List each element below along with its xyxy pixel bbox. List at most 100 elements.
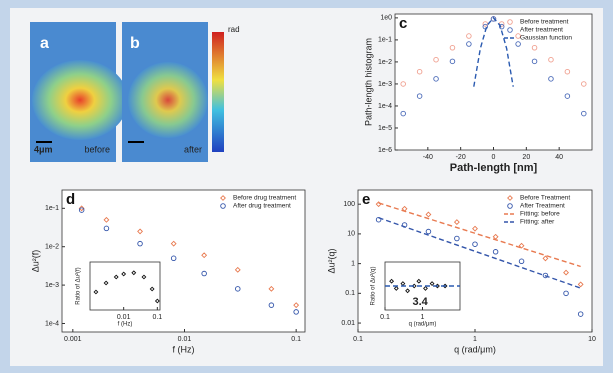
marker bbox=[449, 44, 456, 51]
marker bbox=[389, 278, 395, 284]
cell-b bbox=[128, 62, 208, 138]
marker bbox=[577, 311, 584, 317]
marker bbox=[400, 81, 406, 87]
marker bbox=[149, 286, 155, 292]
legend-label: After Treatment bbox=[520, 203, 565, 210]
legend-symbol bbox=[507, 19, 513, 25]
panel-label: d bbox=[66, 191, 75, 208]
marker bbox=[103, 225, 110, 232]
y-tick-label: 1e-4 bbox=[45, 320, 59, 327]
x-axis-label: Path-length [nm] bbox=[450, 162, 538, 174]
y-axis-label: Ratio of Δu²(f) bbox=[76, 267, 82, 304]
marker bbox=[466, 41, 472, 47]
marker bbox=[425, 211, 432, 218]
marker bbox=[131, 270, 137, 276]
marker bbox=[429, 281, 435, 287]
legend-label: Before Treatment bbox=[520, 195, 570, 202]
marker bbox=[563, 269, 569, 276]
marker bbox=[201, 270, 207, 277]
legend-symbol bbox=[507, 195, 513, 201]
y-tick-label: 1e-3 bbox=[378, 81, 392, 88]
marker bbox=[293, 302, 300, 309]
x-tick-label: 0.1 bbox=[380, 314, 390, 321]
marker bbox=[548, 76, 554, 82]
marker bbox=[490, 16, 497, 22]
panel-label: c bbox=[399, 15, 407, 32]
marker bbox=[492, 249, 499, 255]
y-tick-label: 1e-2 bbox=[45, 244, 59, 251]
legend-label: Gaussian function bbox=[520, 35, 572, 42]
line bbox=[378, 202, 581, 268]
marker bbox=[78, 207, 85, 213]
marker bbox=[170, 255, 177, 262]
marker bbox=[103, 216, 110, 223]
marker bbox=[423, 285, 428, 291]
legend-symbol bbox=[220, 195, 226, 201]
panel-label: b bbox=[130, 35, 140, 52]
marker bbox=[577, 281, 584, 288]
marker bbox=[498, 23, 505, 30]
legend-symbol bbox=[507, 203, 513, 209]
marker bbox=[113, 274, 119, 280]
x-tick-label: 0.1 bbox=[152, 314, 162, 321]
marker bbox=[375, 216, 382, 223]
cell-a bbox=[32, 60, 128, 140]
annotation: 3.4 bbox=[413, 296, 429, 308]
marker bbox=[103, 280, 109, 286]
marker bbox=[564, 93, 571, 99]
marker bbox=[393, 285, 399, 291]
legend-symbol bbox=[507, 27, 513, 33]
plot-area bbox=[61, 189, 306, 333]
marker bbox=[293, 309, 299, 315]
marker bbox=[234, 266, 241, 273]
marker bbox=[581, 110, 587, 117]
marker bbox=[563, 290, 569, 297]
x-tick-label: -40 bbox=[423, 154, 433, 161]
y-tick-label: 10 bbox=[347, 231, 355, 238]
marker bbox=[405, 288, 411, 294]
y-tick-label: 1e-5 bbox=[378, 125, 392, 132]
legend-label: Before drug treatment bbox=[233, 195, 296, 202]
marker bbox=[564, 68, 571, 75]
x-tick-label: 0.1 bbox=[353, 336, 363, 343]
y-axis-label: Path-length histogram bbox=[363, 38, 373, 126]
marker bbox=[472, 241, 478, 247]
marker bbox=[137, 228, 143, 235]
marker bbox=[425, 228, 432, 235]
x-tick-label: 1 bbox=[421, 314, 425, 321]
marker bbox=[542, 255, 549, 262]
colorbar-title: rad bbox=[228, 25, 240, 34]
marker bbox=[518, 258, 525, 265]
marker bbox=[201, 252, 208, 259]
marker bbox=[548, 56, 554, 63]
x-axis-label: q (rad/μm) bbox=[454, 344, 496, 354]
marker bbox=[154, 298, 160, 304]
x-tick-label: 0 bbox=[492, 154, 496, 161]
y-axis-label: Δu²(f) bbox=[30, 250, 40, 273]
marker bbox=[235, 286, 241, 292]
legend-label: Before treatment bbox=[520, 19, 569, 26]
y-tick-label: 1e-3 bbox=[45, 282, 59, 289]
caption: after bbox=[184, 144, 202, 154]
marker bbox=[416, 93, 423, 99]
x-tick-label: 0.001 bbox=[64, 336, 82, 343]
x-tick-label: 20 bbox=[522, 154, 530, 161]
marker bbox=[121, 271, 127, 277]
y-tick-label: 1 bbox=[351, 260, 355, 267]
panel-label: a bbox=[40, 35, 49, 52]
marker bbox=[454, 235, 460, 242]
caption: before bbox=[84, 144, 110, 154]
x-tick-label: 0.01 bbox=[117, 314, 131, 321]
y-tick-label: 0.01 bbox=[341, 320, 355, 327]
marker bbox=[170, 240, 177, 247]
y-tick-label: 1e0 bbox=[380, 15, 392, 22]
marker bbox=[433, 76, 439, 82]
marker bbox=[515, 41, 521, 47]
y-tick-label: 1e-1 bbox=[45, 205, 59, 212]
marker bbox=[518, 242, 525, 249]
x-tick-label: 1 bbox=[473, 336, 477, 343]
legend-label: Fitting: before bbox=[520, 211, 560, 218]
marker bbox=[449, 58, 456, 65]
panel-label: e bbox=[362, 191, 370, 208]
